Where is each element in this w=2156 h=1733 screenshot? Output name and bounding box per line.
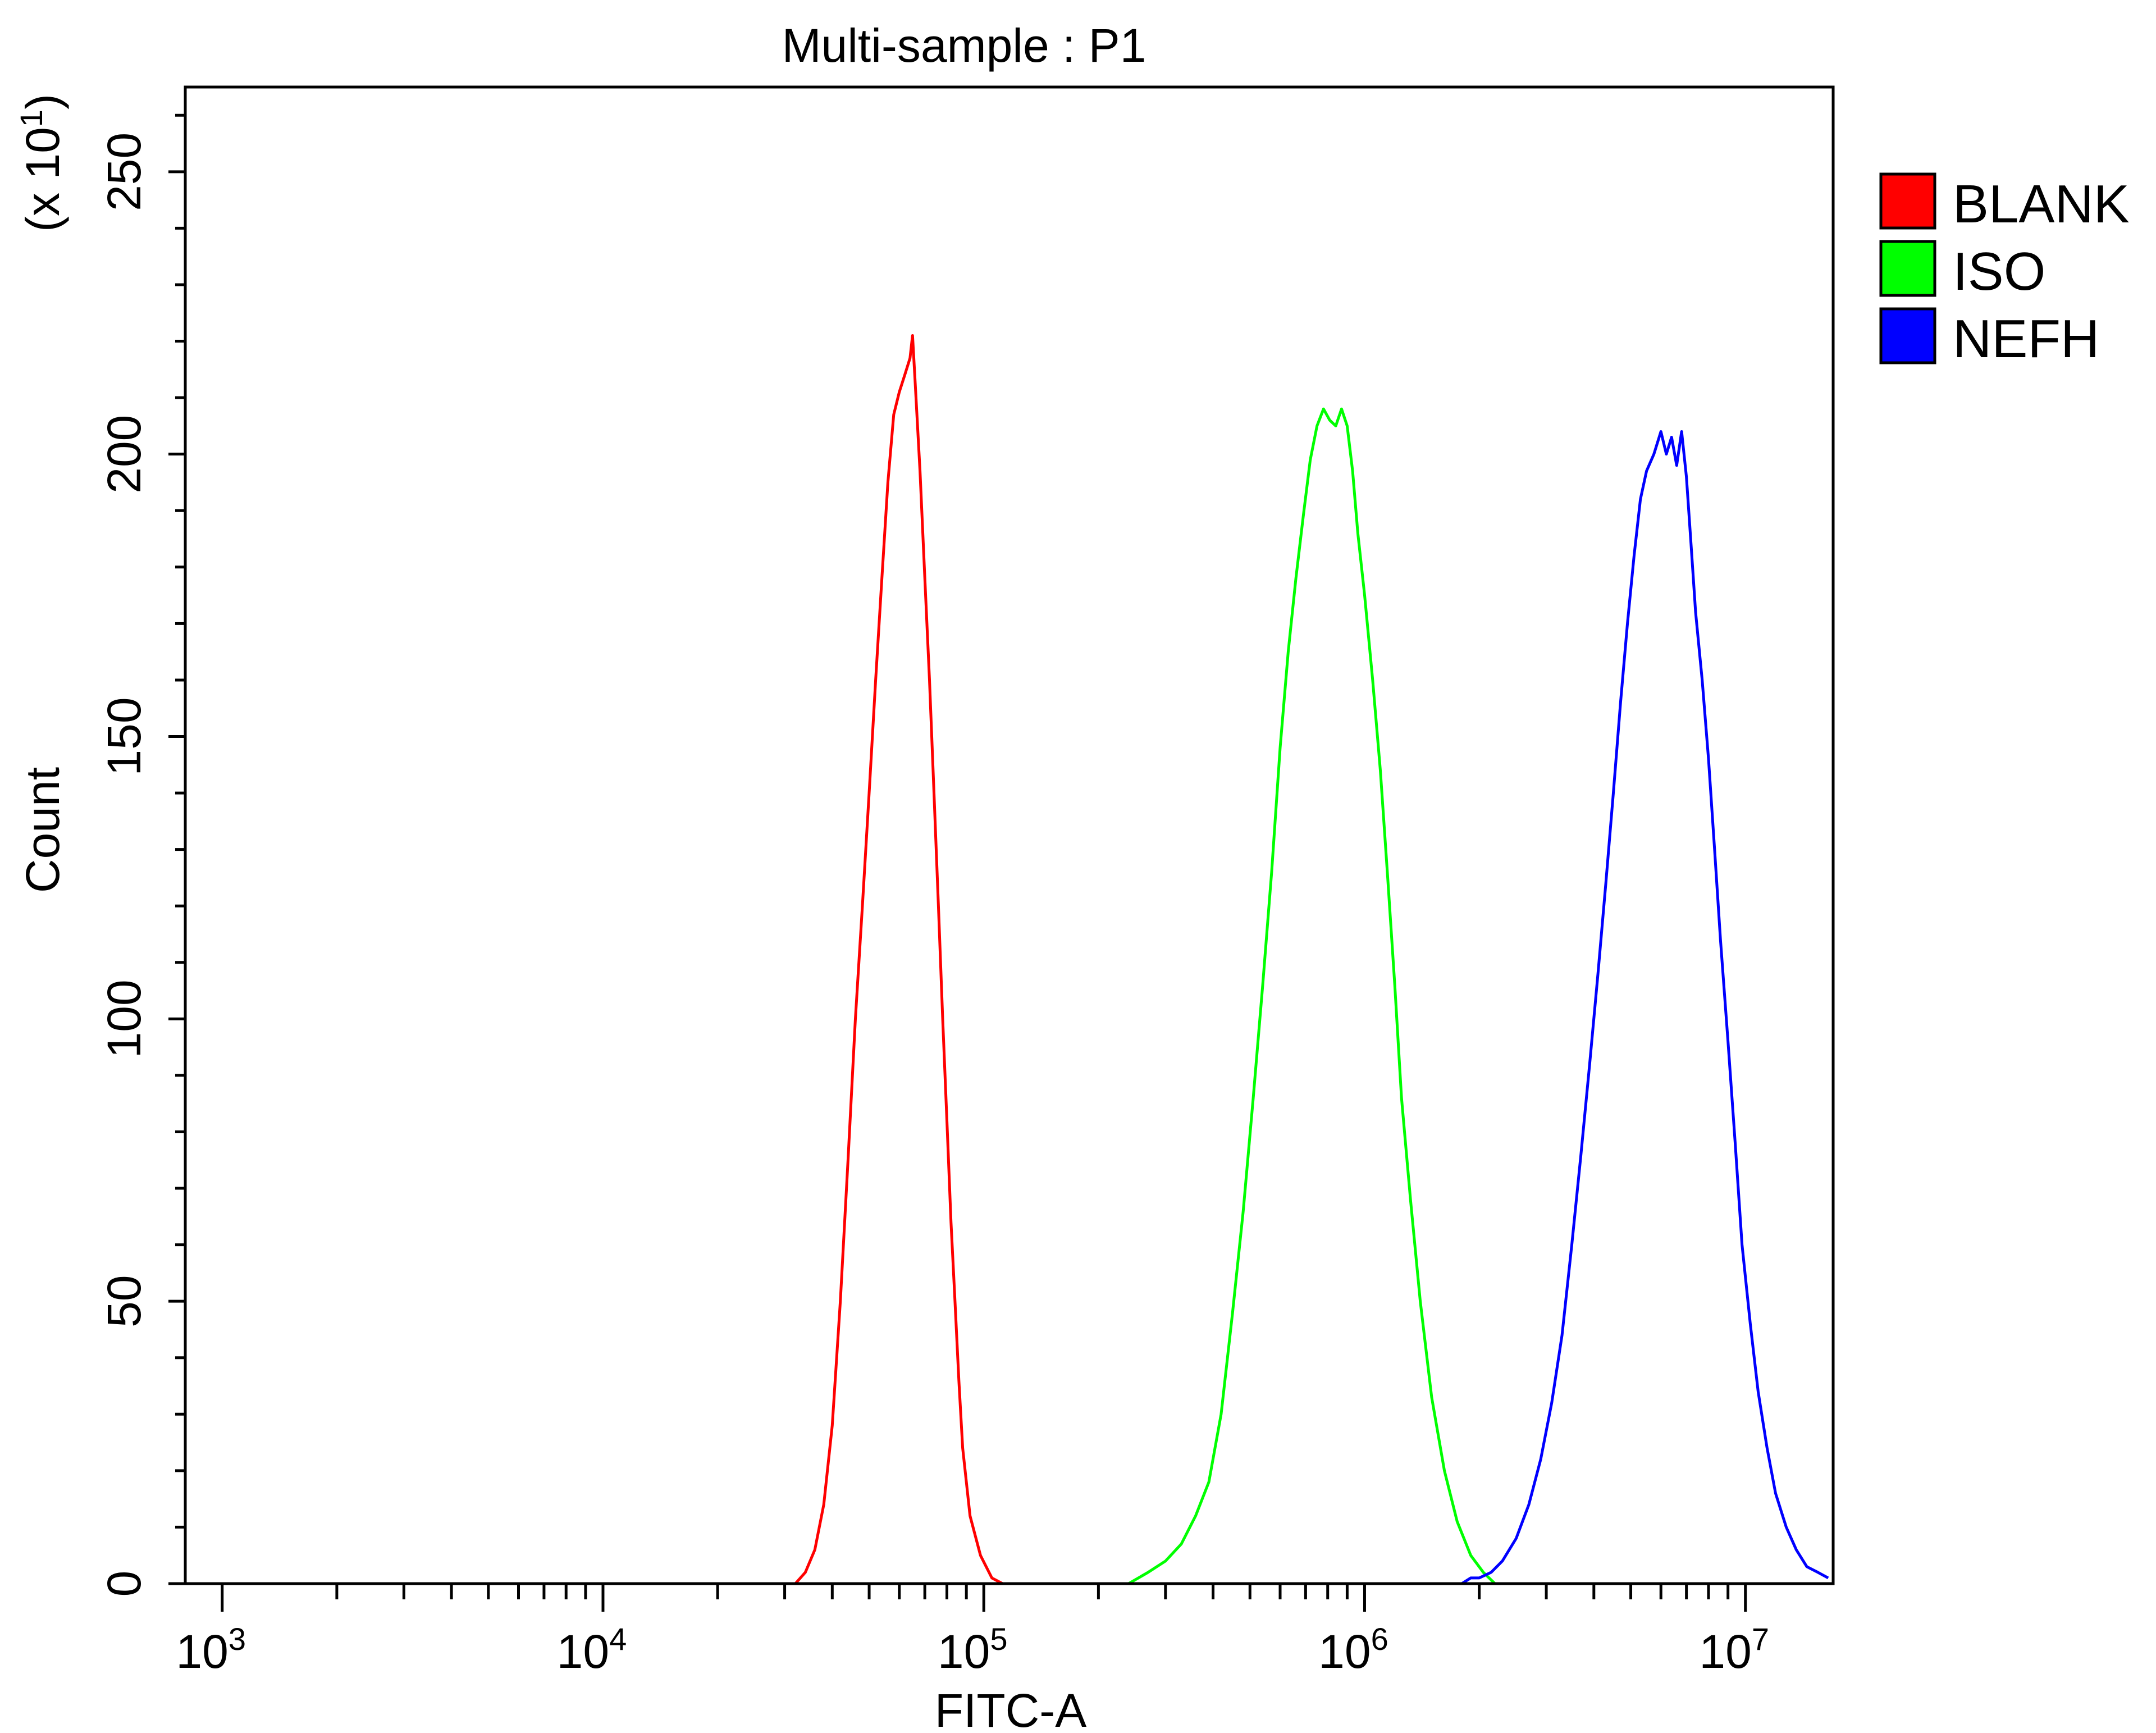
x-tick-exponent: 7 — [1752, 1621, 1769, 1657]
x-tick-base: 10 — [938, 1625, 990, 1678]
x-tick-exponent: 5 — [990, 1621, 1007, 1657]
legend-label-iso: ISO — [1953, 241, 2045, 302]
legend-label-blank: BLANK — [1953, 174, 2130, 234]
y-multiplier-suffix: ) — [16, 94, 69, 110]
x-tick-base: 10 — [176, 1625, 228, 1678]
y-tick-label: 50 — [98, 1275, 150, 1327]
x-tick-base: 10 — [1318, 1625, 1371, 1678]
y-tick-label: 0 — [98, 1571, 150, 1597]
x-tick-base: 10 — [1699, 1625, 1751, 1678]
y-multiplier-label: (x 101) — [13, 94, 69, 232]
y-tick-label: 200 — [98, 415, 150, 494]
legend-swatch-iso — [1879, 240, 1936, 297]
series-line-iso — [1127, 407, 1496, 1585]
x-tick-label: 105 — [938, 1621, 1008, 1678]
legend-swatch-nefh — [1879, 307, 1936, 364]
x-tick-label: 103 — [176, 1621, 246, 1678]
x-tick-label: 106 — [1318, 1621, 1388, 1678]
x-tick-base: 10 — [557, 1625, 609, 1678]
y-axis-label: Count — [16, 767, 69, 893]
chart-title: Multi-sample : P1 — [782, 19, 1146, 72]
y-tick-label: 150 — [98, 697, 150, 776]
x-tick-label: 107 — [1699, 1621, 1769, 1678]
x-axis-label: FITC-A — [935, 1684, 1087, 1733]
y-tick-label: 250 — [98, 133, 150, 211]
plot-frame — [184, 85, 1835, 1585]
series-line-nefh — [1461, 430, 1829, 1585]
series-layer — [794, 334, 1829, 1585]
x-tick-exponent: 4 — [609, 1621, 627, 1657]
y-multiplier-exponent: 1 — [13, 110, 49, 127]
x-tick-exponent: 6 — [1371, 1621, 1388, 1657]
legend-swatch-blank — [1879, 172, 1936, 230]
x-tick-exponent: 3 — [229, 1621, 246, 1657]
series-line-blank — [794, 334, 1003, 1585]
legend: BLANK ISO NEFH — [1879, 172, 2130, 369]
legend-label-nefh: NEFH — [1953, 309, 2099, 369]
x-tick-label: 104 — [557, 1621, 627, 1678]
y-multiplier-prefix: (x 10 — [16, 127, 69, 232]
y-tick-label: 100 — [98, 979, 150, 1058]
